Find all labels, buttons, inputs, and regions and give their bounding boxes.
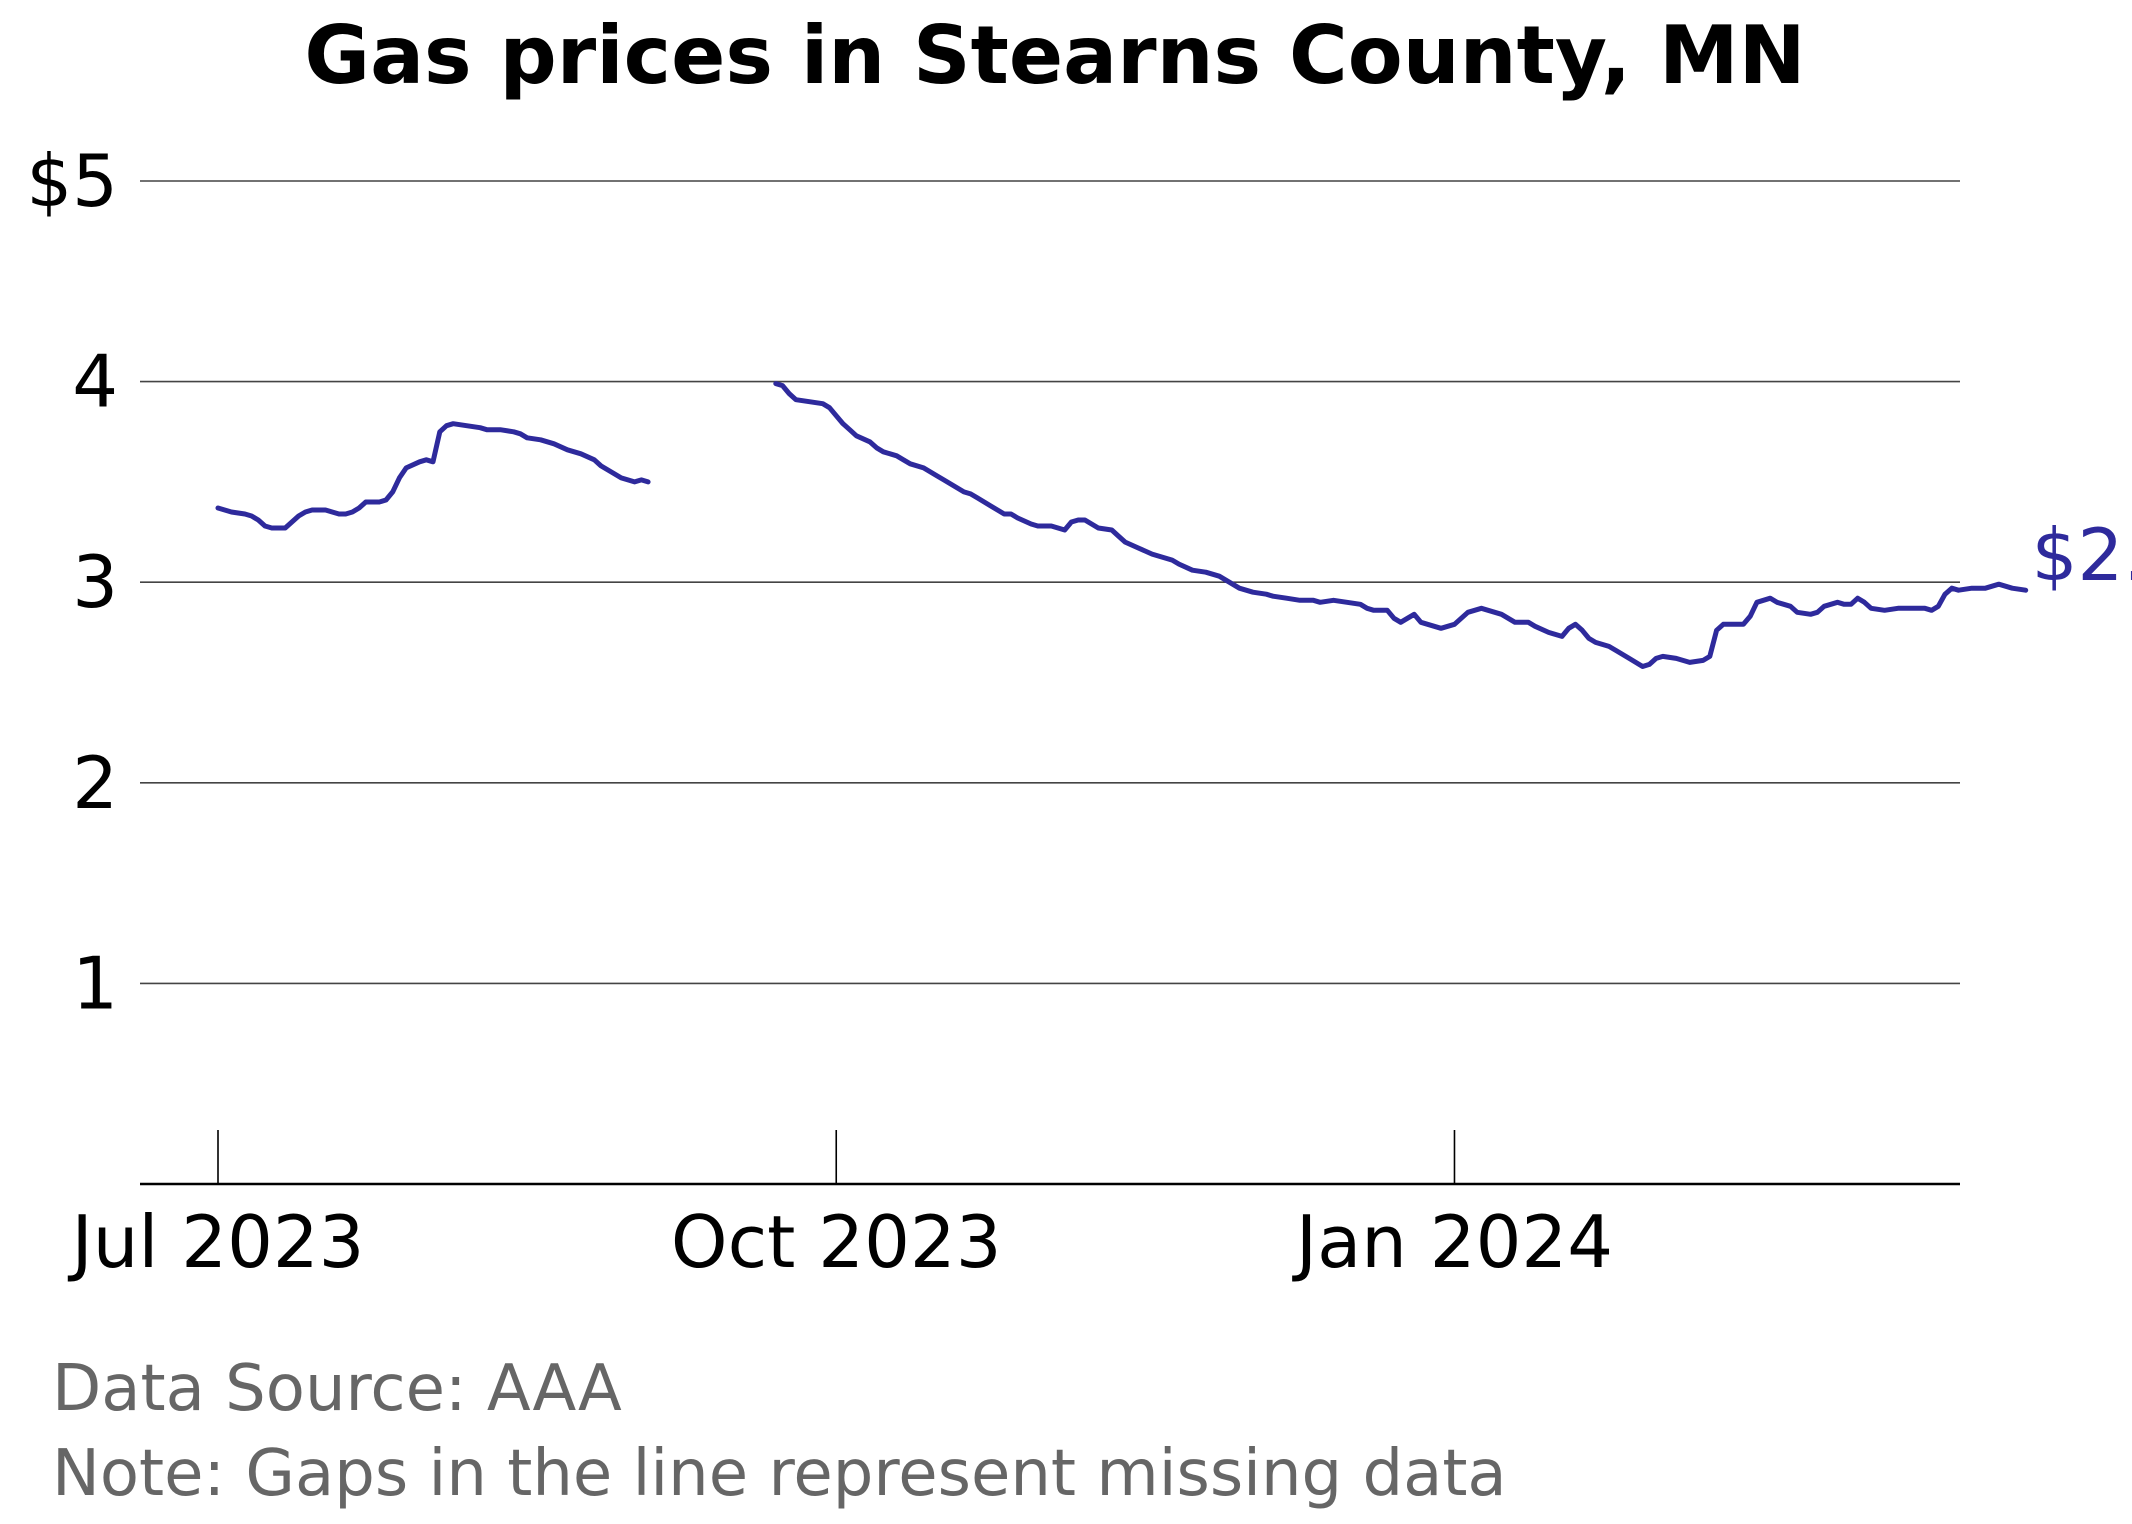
x-tick-label-2: Jan 2024 xyxy=(1292,1200,1613,1284)
x-tick-label-0: Jul 2023 xyxy=(68,1200,365,1284)
price-line-segment-2 xyxy=(773,381,2029,669)
y-tick-label-4: 4 xyxy=(72,340,118,424)
price-line-segment-1 xyxy=(215,421,651,531)
y-tick-label-5: $5 xyxy=(26,139,118,223)
gridlines xyxy=(140,180,1960,985)
x-tick-label-1: Oct 2023 xyxy=(671,1200,1002,1284)
y-tick-label-1: 1 xyxy=(72,941,118,1025)
x-axis: Jul 2023 Oct 2023 Jan 2024 xyxy=(68,1130,1960,1284)
data-source-note: Data Source: AAA xyxy=(52,1352,622,1426)
chart-title: Gas prices in Stearns County, MN xyxy=(304,9,1805,102)
missing-data-note: Note: Gaps in the line represent missing… xyxy=(52,1437,1507,1511)
y-tick-label-3: 3 xyxy=(72,540,118,624)
last-value-label: $2.96 xyxy=(2032,513,2132,597)
price-series xyxy=(215,381,2029,669)
y-tick-label-2: 2 xyxy=(72,741,118,825)
y-axis-ticks: 1 2 3 4 $5 xyxy=(26,139,118,1025)
